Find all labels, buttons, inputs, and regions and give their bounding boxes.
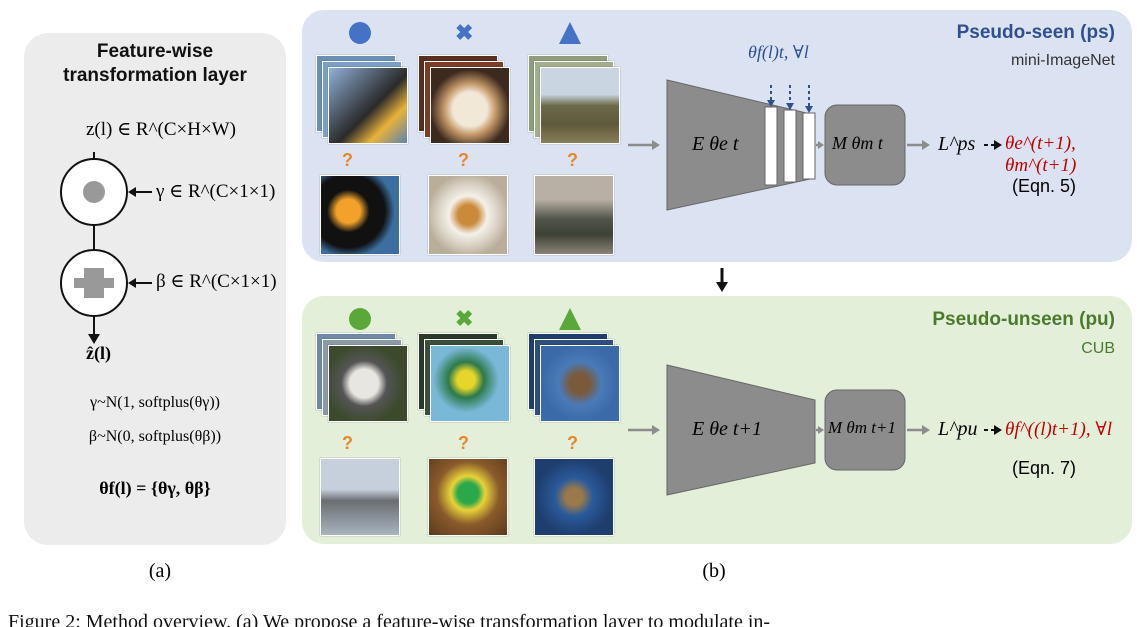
toucan-support-image: [328, 67, 408, 144]
encoder-label: E θe t+1: [692, 418, 762, 440]
equation-ref: (Eqn. 5): [1012, 176, 1077, 196]
film-layer-slot: [783, 109, 797, 183]
beta-distribution: β~N(0, softplus(θβ)): [88, 428, 222, 445]
right-arrow-icon: [994, 140, 1002, 150]
tank-support-image: [540, 67, 620, 144]
right-arrow-icon: [818, 426, 824, 434]
subfigure-label-a: (a): [148, 560, 172, 582]
toucan-query-image: [320, 175, 400, 255]
jay-support-image: [430, 345, 510, 422]
film-layer-slot: [802, 112, 816, 180]
metric-block: [824, 389, 906, 471]
right-arrow-icon: [652, 425, 660, 435]
pseudo-unseen-dataset: CUB: [1081, 340, 1115, 357]
loss-label: L^pu: [938, 418, 978, 440]
encoder-block: [666, 364, 816, 496]
metric-label: M θm t: [832, 133, 883, 153]
right-arrow-icon: [922, 140, 930, 150]
query-mark: ?: [458, 433, 469, 453]
plus-icon: [74, 268, 114, 298]
metric-label: M θm t+1: [828, 418, 896, 437]
multiply-icon: [83, 181, 105, 203]
cross-class-icon: ✖: [455, 20, 473, 45]
tank-query-image: [534, 175, 614, 255]
update-params-label: θe^(t+1), θm^(t+1): [1005, 133, 1077, 176]
subfigure-label-b: (b): [702, 560, 726, 582]
metric-block: [824, 104, 906, 186]
circle-class-icon: [349, 22, 371, 44]
left-arrow-icon: [128, 187, 136, 197]
soup-query-image: [428, 175, 508, 255]
query-mark: ?: [567, 433, 578, 453]
pseudo-seen-title: Pseudo-seen (ps): [956, 22, 1115, 43]
figure-caption: Figure 2: Method overview. (a) We propos…: [8, 611, 771, 627]
query-mark: ?: [567, 150, 578, 170]
pseudo-unseen-title: Pseudo-unseen (pu): [932, 309, 1115, 330]
right-arrow-icon: [994, 425, 1002, 435]
film-layer-slot: [764, 106, 778, 186]
jay-query-image: [428, 458, 508, 536]
pseudo-seen-dataset: mini-ImageNet: [1010, 52, 1115, 69]
gamma-distribution: γ~N(1, softplus(θγ)): [90, 394, 220, 411]
right-arrow-icon: [818, 141, 824, 149]
circle-class-icon: [349, 308, 371, 330]
query-mark: ?: [342, 150, 353, 170]
panel-transition-arrow: [716, 268, 728, 292]
food-support-image: [430, 67, 510, 144]
pu-pipeline: [628, 364, 1002, 496]
beta-definition: β ∈ R^(C×1×1): [156, 271, 277, 292]
equation-ref: (Eqn. 7): [1012, 458, 1077, 478]
triangle-class-icon: [559, 22, 581, 44]
albatross-support-image: [328, 345, 408, 422]
panel-a-title-line1: Feature-wise: [96, 41, 214, 62]
z-output-label: ẑ(l): [86, 343, 111, 363]
class-shape-icons: ✖: [349, 306, 581, 331]
gamma-definition: γ ∈ R^(C×1×1): [156, 181, 276, 202]
right-arrow-icon: [652, 140, 660, 150]
grebe-support-image: [540, 345, 620, 422]
z-input-label: z(l) ∈ R^(C×H×W): [86, 119, 236, 140]
down-arrow-icon: [767, 100, 775, 107]
loss-label: L^ps: [938, 133, 976, 155]
down-arrow-icon: [716, 282, 728, 292]
panel-a-title-line2: transformation layer: [63, 65, 247, 86]
ps-pipeline: [628, 79, 1002, 211]
encoder-label: E θe t: [692, 133, 739, 155]
right-arrow-icon: [922, 425, 930, 435]
update-params-label: θf^((l)t+1), ∀l: [1005, 419, 1113, 440]
albatross-query-image: [320, 458, 400, 536]
panel-a-title: Feature-wise transformation layer: [24, 40, 286, 88]
query-mark: ?: [342, 433, 353, 453]
film-layer-diagram: [60, 152, 152, 344]
grebe-query-image: [534, 458, 614, 536]
left-arrow-icon: [128, 278, 136, 288]
class-shape-icons: ✖: [349, 20, 581, 45]
triangle-class-icon: [559, 308, 581, 330]
query-mark: ?: [458, 150, 469, 170]
down-arrow-icon: [805, 106, 813, 113]
down-arrow-icon: [88, 334, 100, 344]
cross-class-icon: ✖: [455, 306, 473, 331]
theta-definition: θf(l) = {θγ, θβ}: [99, 478, 211, 498]
film-params-label: θf(l)t, ∀l: [748, 42, 809, 62]
down-arrow-icon: [786, 103, 794, 110]
